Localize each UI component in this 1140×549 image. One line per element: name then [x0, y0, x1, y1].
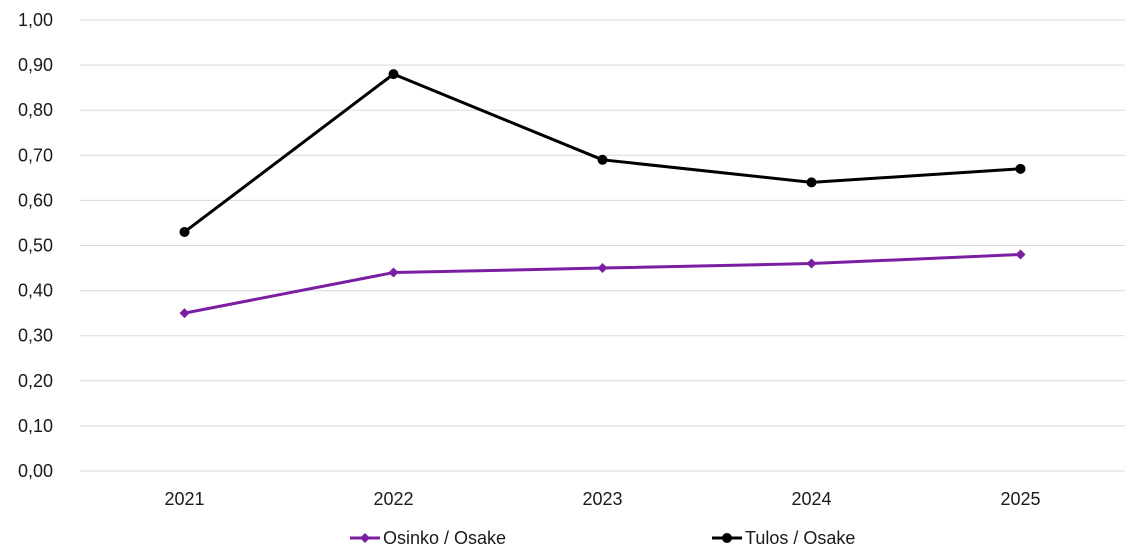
x-tick-label: 2022: [373, 489, 413, 509]
x-tick-label: 2024: [791, 489, 831, 509]
y-tick-label: 0,50: [18, 236, 53, 256]
y-tick-label: 0,40: [18, 281, 53, 301]
data-point-circle: [388, 69, 399, 80]
data-point-diamond: [597, 263, 608, 274]
data-point-circle: [806, 177, 817, 188]
x-axis-ticks: 2021 2022 2023 2024 2025: [164, 489, 1040, 509]
legend-marker-diamond: [360, 533, 370, 543]
legend-label: Tulos / Osake: [745, 528, 855, 548]
legend-marker-circle: [722, 533, 732, 543]
gridlines: [80, 19, 1125, 472]
y-tick-label: 1,00: [18, 10, 53, 30]
y-tick-label: 0,90: [18, 55, 53, 75]
y-tick-label: 0,00: [18, 461, 53, 481]
y-tick-label: 0,20: [18, 371, 53, 391]
data-point-circle: [1015, 163, 1026, 174]
data-point-diamond: [388, 267, 399, 278]
series-line: [183, 72, 1021, 234]
legend-item: Osinko / Osake: [350, 528, 506, 548]
legend-item: Tulos / Osake: [712, 528, 855, 548]
x-tick-label: 2025: [1000, 489, 1040, 509]
legend-label: Osinko / Osake: [383, 528, 506, 548]
data-point-diamond: [1015, 249, 1026, 260]
series-osinko-osake: [179, 249, 1026, 319]
y-tick-label: 0,30: [18, 326, 53, 346]
y-tick-label: 0,80: [18, 100, 53, 120]
data-point-circle: [597, 154, 608, 165]
data-point-diamond: [806, 258, 817, 269]
series-tulos-osake: [179, 69, 1026, 237]
x-tick-label: 2021: [164, 489, 204, 509]
y-tick-label: 0,60: [18, 190, 53, 210]
data-point-circle: [179, 226, 190, 237]
y-tick-label: 0,70: [18, 145, 53, 165]
y-axis-ticks: 0,00 0,10 0,20 0,30 0,40 0,50 0,60 0,70 0,80 0,90…: [18, 10, 53, 481]
data-point-diamond: [179, 308, 190, 319]
y-tick-label: 0,10: [18, 416, 53, 436]
legend: Osinko / Osake Tulos / Osake: [350, 528, 855, 548]
x-tick-label: 2023: [582, 489, 622, 509]
series-group: [179, 69, 1026, 319]
